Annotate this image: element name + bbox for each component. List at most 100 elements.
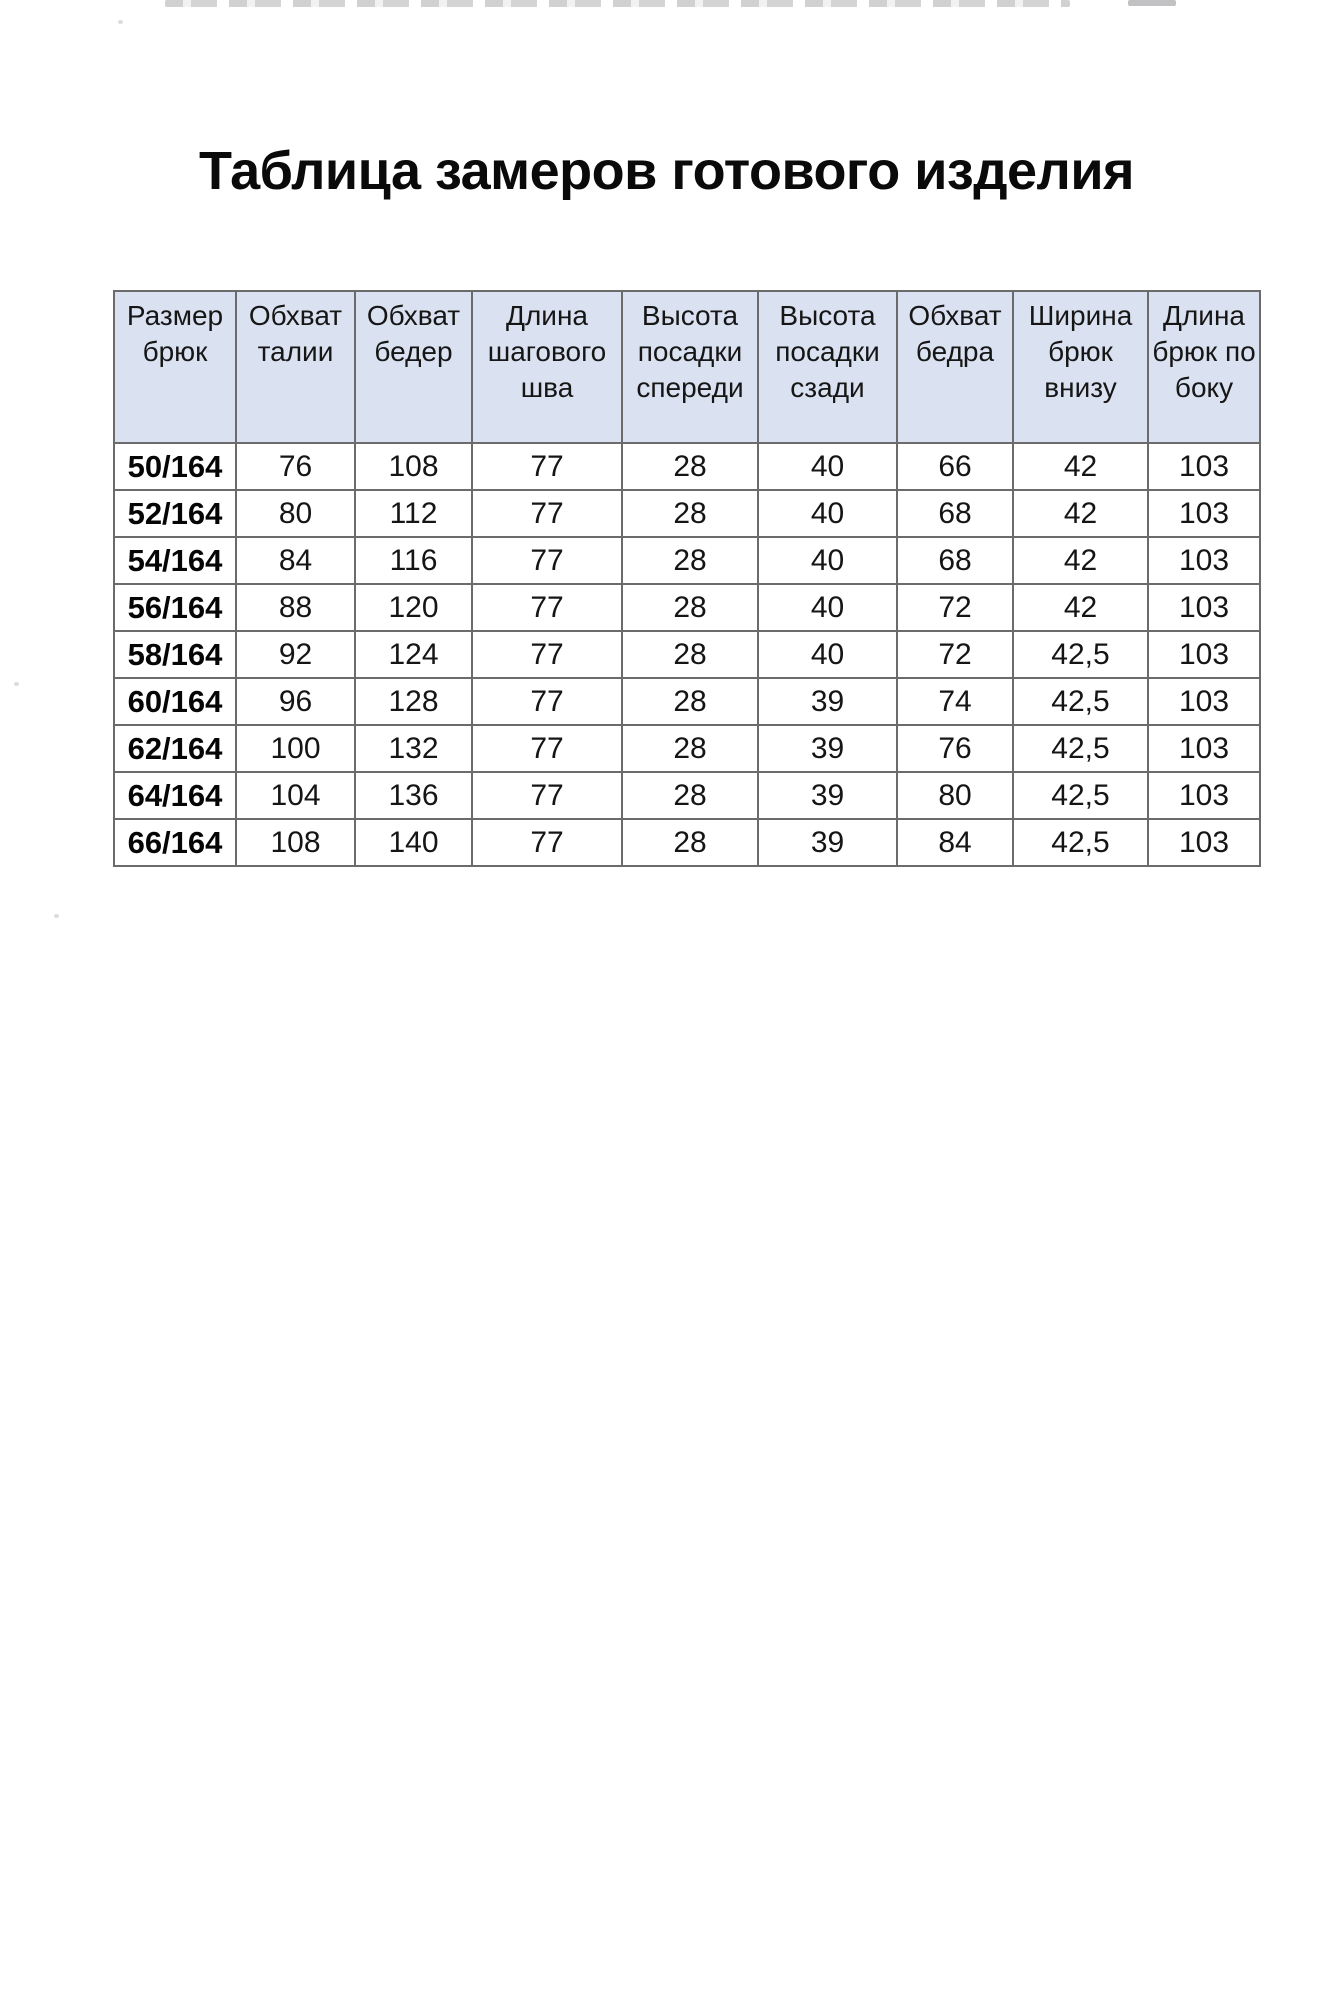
value-cell: 42 <box>1012 583 1149 632</box>
size-cell: 56/164 <box>113 583 237 632</box>
value-cell: 136 <box>354 771 473 820</box>
value-cell: 28 <box>621 771 759 820</box>
value-cell: 28 <box>621 442 759 491</box>
value-cell: 140 <box>354 818 473 867</box>
value-cell: 68 <box>896 489 1014 538</box>
value-cell: 103 <box>1147 677 1261 726</box>
value-cell: 28 <box>621 677 759 726</box>
value-cell: 100 <box>235 724 356 773</box>
value-cell: 103 <box>1147 818 1261 867</box>
value-cell: 103 <box>1147 771 1261 820</box>
value-cell: 96 <box>235 677 356 726</box>
value-cell: 80 <box>896 771 1014 820</box>
value-cell: 84 <box>235 536 356 585</box>
value-cell: 39 <box>757 771 898 820</box>
size-cell: 50/164 <box>113 442 237 491</box>
value-cell: 42,5 <box>1012 630 1149 679</box>
value-cell: 77 <box>471 818 623 867</box>
table-row: 58/164 92 124 77 28 40 72 42,5 103 <box>113 630 1261 679</box>
table-row: 60/164 96 128 77 28 39 74 42,5 103 <box>113 677 1261 726</box>
column-header: Обхват бедра <box>896 290 1014 444</box>
value-cell: 40 <box>757 536 898 585</box>
table-row: 54/164 84 116 77 28 40 68 42 103 <box>113 536 1261 585</box>
table-header-row: Размер брюк Обхват талии Обхват бедер Длина… <box>113 290 1261 444</box>
value-cell: 72 <box>896 583 1014 632</box>
scan-speck <box>54 914 59 918</box>
value-cell: 77 <box>471 630 623 679</box>
column-header: Высота посадки спереди <box>621 290 759 444</box>
table-row: 64/164 104 136 77 28 39 80 42,5 103 <box>113 771 1261 820</box>
value-cell: 128 <box>354 677 473 726</box>
value-cell: 76 <box>896 724 1014 773</box>
value-cell: 28 <box>621 724 759 773</box>
scan-noise-artifact <box>1128 0 1176 6</box>
value-cell: 28 <box>621 536 759 585</box>
value-cell: 112 <box>354 489 473 538</box>
value-cell: 28 <box>621 489 759 538</box>
value-cell: 42 <box>1012 536 1149 585</box>
column-header: Размер брюк <box>113 290 237 444</box>
value-cell: 88 <box>235 583 356 632</box>
value-cell: 77 <box>471 489 623 538</box>
table-row: 66/164 108 140 77 28 39 84 42,5 103 <box>113 818 1261 867</box>
value-cell: 28 <box>621 818 759 867</box>
table-body: 50/164 76 108 77 28 40 66 42 103 52/164 80 112 77 28 4… <box>113 442 1261 867</box>
table-row: 62/164 100 132 77 28 39 76 42,5 103 <box>113 724 1261 773</box>
table-row: 52/164 80 112 77 28 40 68 42 103 <box>113 489 1261 538</box>
value-cell: 77 <box>471 583 623 632</box>
value-cell: 66 <box>896 442 1014 491</box>
scan-speck <box>14 682 19 686</box>
value-cell: 72 <box>896 630 1014 679</box>
value-cell: 104 <box>235 771 356 820</box>
column-header: Ширина брюк внизу <box>1012 290 1149 444</box>
size-cell: 64/164 <box>113 771 237 820</box>
value-cell: 77 <box>471 771 623 820</box>
value-cell: 108 <box>235 818 356 867</box>
value-cell: 103 <box>1147 724 1261 773</box>
value-cell: 80 <box>235 489 356 538</box>
value-cell: 103 <box>1147 583 1261 632</box>
size-cell: 60/164 <box>113 677 237 726</box>
value-cell: 77 <box>471 677 623 726</box>
value-cell: 132 <box>354 724 473 773</box>
value-cell: 42,5 <box>1012 677 1149 726</box>
value-cell: 39 <box>757 724 898 773</box>
column-header: Длина брюк по боку <box>1147 290 1261 444</box>
table-row: 50/164 76 108 77 28 40 66 42 103 <box>113 442 1261 491</box>
scan-speck <box>118 20 123 24</box>
size-cell: 52/164 <box>113 489 237 538</box>
value-cell: 42 <box>1012 489 1149 538</box>
table-row: 56/164 88 120 77 28 40 72 42 103 <box>113 583 1261 632</box>
value-cell: 42,5 <box>1012 724 1149 773</box>
value-cell: 42,5 <box>1012 771 1149 820</box>
measurements-table: Размер брюк Обхват талии Обхват бедер Длина… <box>113 290 1261 867</box>
value-cell: 39 <box>757 818 898 867</box>
column-header: Обхват бедер <box>354 290 473 444</box>
value-cell: 108 <box>354 442 473 491</box>
column-header: Высота посадки сзади <box>757 290 898 444</box>
value-cell: 74 <box>896 677 1014 726</box>
size-cell: 58/164 <box>113 630 237 679</box>
value-cell: 103 <box>1147 489 1261 538</box>
size-cell: 66/164 <box>113 818 237 867</box>
column-header: Длина шагового шва <box>471 290 623 444</box>
value-cell: 40 <box>757 630 898 679</box>
value-cell: 40 <box>757 583 898 632</box>
value-cell: 42 <box>1012 442 1149 491</box>
value-cell: 103 <box>1147 536 1261 585</box>
value-cell: 77 <box>471 536 623 585</box>
value-cell: 39 <box>757 677 898 726</box>
value-cell: 76 <box>235 442 356 491</box>
scan-noise-artifact <box>165 0 1070 7</box>
value-cell: 103 <box>1147 442 1261 491</box>
column-header: Обхват талии <box>235 290 356 444</box>
value-cell: 116 <box>354 536 473 585</box>
value-cell: 42,5 <box>1012 818 1149 867</box>
size-cell: 62/164 <box>113 724 237 773</box>
size-cell: 54/164 <box>113 536 237 585</box>
value-cell: 124 <box>354 630 473 679</box>
value-cell: 40 <box>757 442 898 491</box>
page-title: Таблица замеров готового изделия <box>198 141 1135 201</box>
value-cell: 77 <box>471 724 623 773</box>
